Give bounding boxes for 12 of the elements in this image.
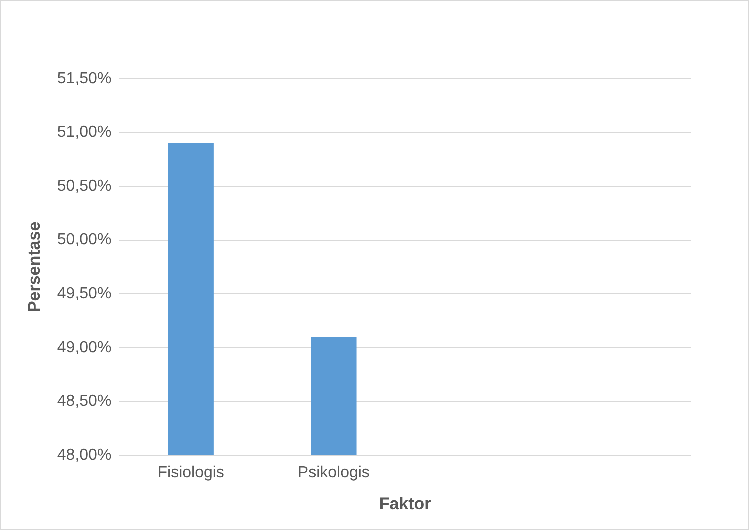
x-tick-label: Fisiologis bbox=[158, 464, 224, 482]
y-tick-label: 51,50% bbox=[57, 70, 112, 88]
x-tick-label: Psikologis bbox=[298, 464, 370, 482]
y-tick-label: 48,00% bbox=[57, 446, 112, 464]
y-axis-title: Persentase bbox=[24, 222, 44, 313]
y-tick-label: 49,50% bbox=[57, 285, 112, 302]
y-tick-label: 51,00% bbox=[57, 124, 112, 142]
y-tick-label: 50,50% bbox=[57, 178, 112, 195]
x-axis-title: Faktor bbox=[379, 494, 432, 514]
y-tick-label: 49,00% bbox=[57, 339, 112, 356]
y-tick-label: 50,00% bbox=[57, 232, 112, 249]
y-tick-label: 48,50% bbox=[57, 393, 112, 410]
